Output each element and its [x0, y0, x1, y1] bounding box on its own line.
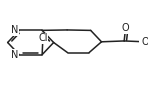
Text: Cl: Cl [38, 33, 48, 43]
Text: N: N [11, 50, 18, 60]
Text: N: N [11, 25, 18, 35]
Text: O: O [141, 37, 148, 47]
Text: O: O [122, 23, 129, 33]
